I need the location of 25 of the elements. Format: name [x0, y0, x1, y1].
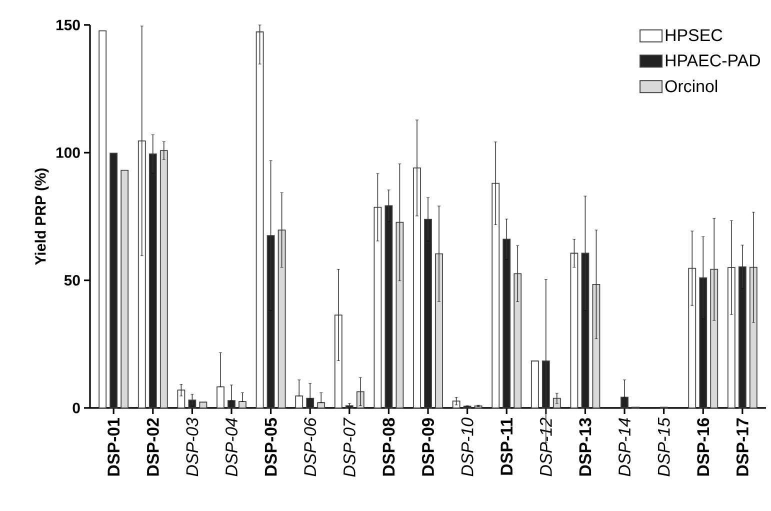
y-tick-label: 0 — [72, 402, 80, 414]
x-tick-label: DSP-06 — [304, 418, 316, 476]
y-tick-label: 100 — [56, 147, 80, 158]
x-tick-label: DSP-01 — [108, 418, 120, 476]
x-tick-label: DSP-13 — [579, 418, 592, 476]
y-axis-title: Yield PRP (%) — [34, 168, 49, 265]
legend-label: HPSEC — [666, 29, 722, 42]
y-tick-label: 50 — [64, 275, 80, 286]
x-tick-label: DSP-02 — [146, 418, 159, 476]
x-tick-label: DSP-14 — [618, 418, 631, 476]
x-tick-label: DSP-09 — [422, 418, 434, 476]
x-tick-label: DSP-10 — [461, 418, 474, 476]
x-tick-label: DSP-15 — [658, 418, 670, 476]
x-tick-label: DSP-03 — [186, 418, 198, 476]
x-tick-label: DSP-08 — [382, 418, 395, 476]
x-tick-label: DSP-17 — [736, 418, 748, 476]
y-tick-label: 150 — [56, 20, 80, 30]
x-tick-label: DSP-16 — [697, 418, 710, 476]
x-tick-label: DSP-05 — [264, 418, 277, 476]
x-tick-label: DSP-12 — [540, 418, 552, 476]
x-tick-label: DSP-04 — [226, 418, 238, 476]
x-tick-label: DSP-07 — [343, 418, 356, 477]
legend-label: HPAEC-PAD — [666, 54, 760, 66]
legend-label: Orcinol — [665, 80, 718, 92]
x-tick-label: DSP-11 — [500, 418, 513, 475]
